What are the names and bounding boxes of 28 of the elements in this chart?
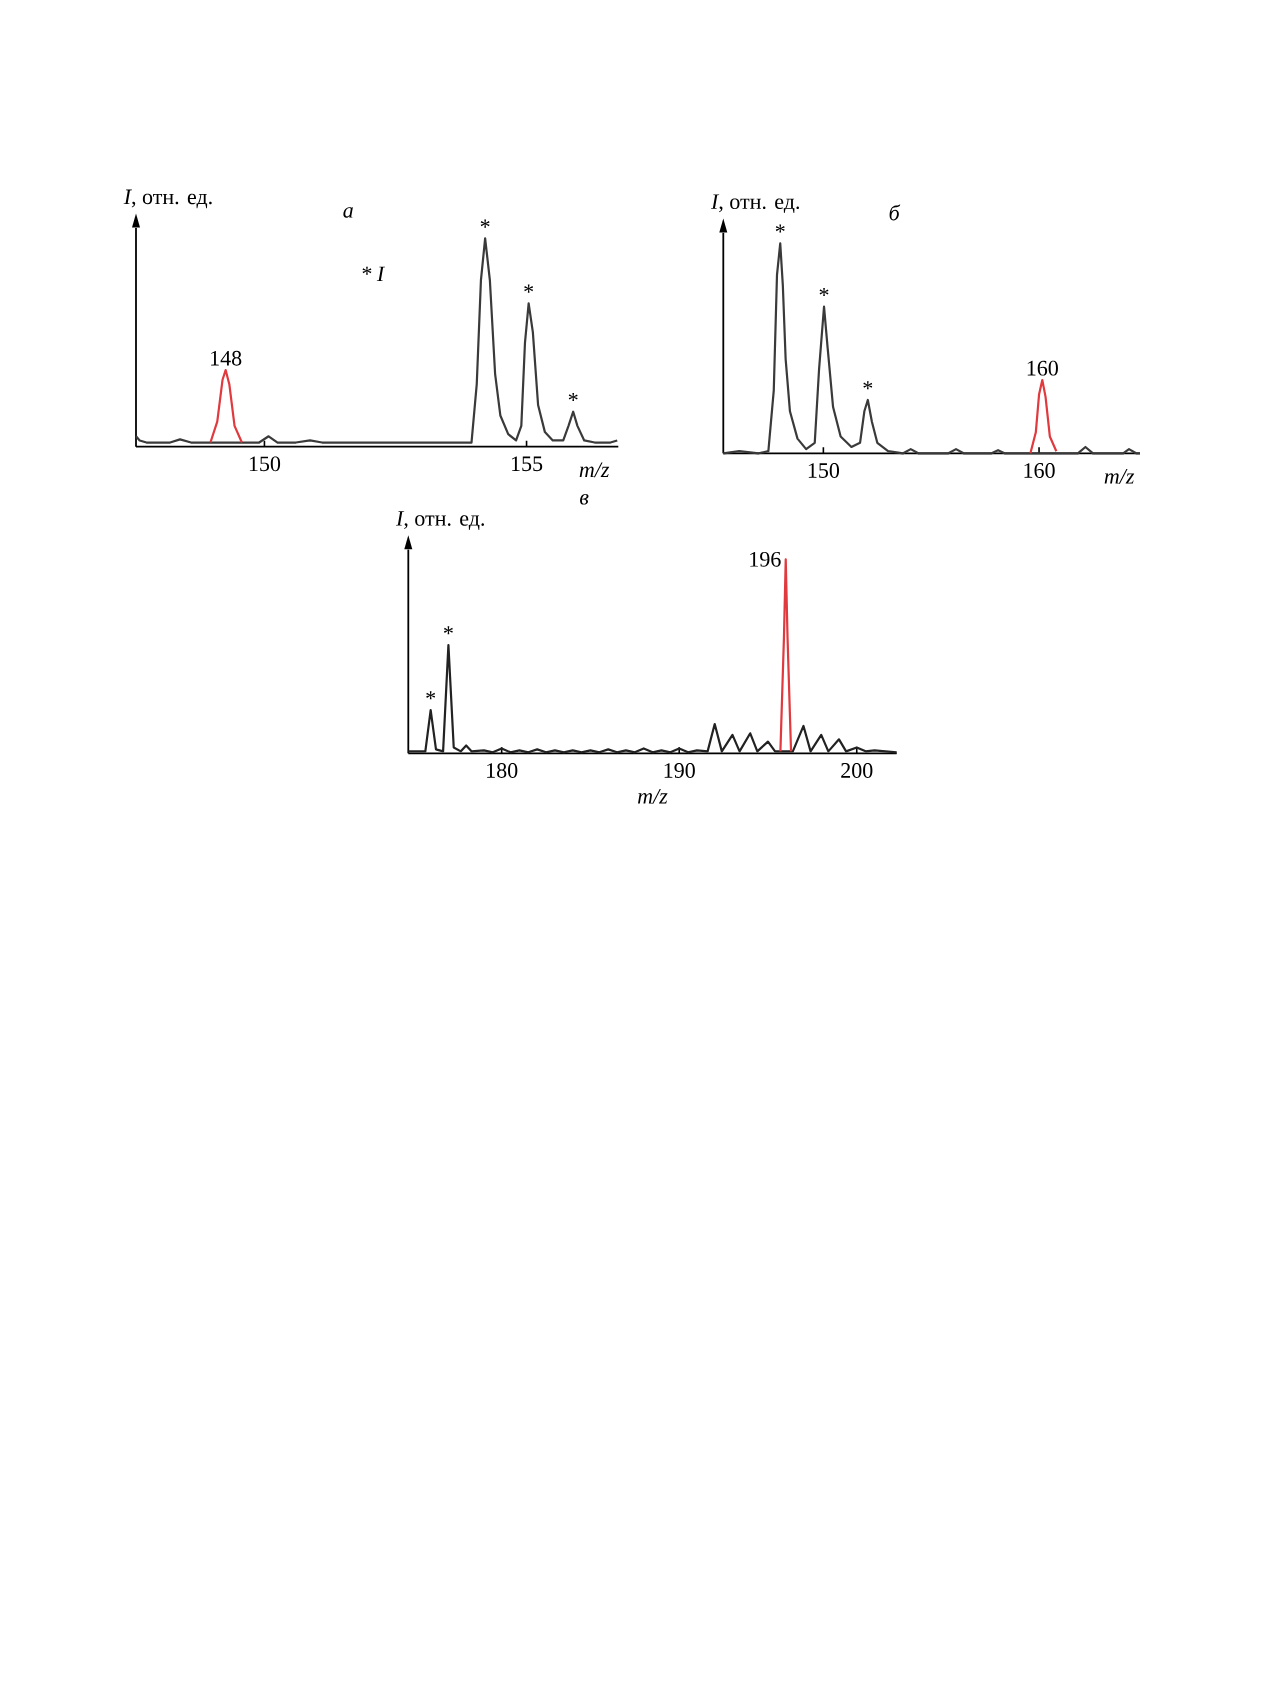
x-tick-label: 150 xyxy=(808,463,840,478)
chart-title: а xyxy=(343,207,353,218)
annotation: * xyxy=(819,287,829,296)
x-axis-title: m/z xyxy=(1104,469,1135,484)
annotation: * xyxy=(426,691,436,700)
annotation: * xyxy=(480,219,490,228)
x-tick-label: 160 xyxy=(1024,463,1055,478)
y-axis-title: I, отн. ед. xyxy=(395,511,485,530)
annotation: * xyxy=(863,381,873,390)
annotation: * xyxy=(775,224,785,233)
y-axis-title: I, отн. ед. xyxy=(123,189,212,209)
chart-title: в xyxy=(580,494,589,505)
annotation: 160 xyxy=(1027,360,1058,376)
y-axis-title: I, отн. ед. xyxy=(710,194,800,214)
x-axis-title: m/z xyxy=(579,462,610,478)
x-tick-label: 180 xyxy=(487,763,518,778)
annotation: * I xyxy=(362,266,386,282)
annotation: 148 xyxy=(211,350,242,366)
x-tick-label: 155 xyxy=(512,456,543,472)
annotation: * xyxy=(443,626,453,635)
x-tick-label: 200 xyxy=(841,763,873,778)
annotation: 196 xyxy=(750,551,781,567)
annotation: * xyxy=(524,284,534,293)
x-axis-title: m/z xyxy=(638,788,668,804)
x-tick-label: 150 xyxy=(249,456,281,472)
annotation: * xyxy=(568,392,578,401)
chart-title: б xyxy=(889,204,901,221)
x-tick-label: 190 xyxy=(664,763,695,778)
